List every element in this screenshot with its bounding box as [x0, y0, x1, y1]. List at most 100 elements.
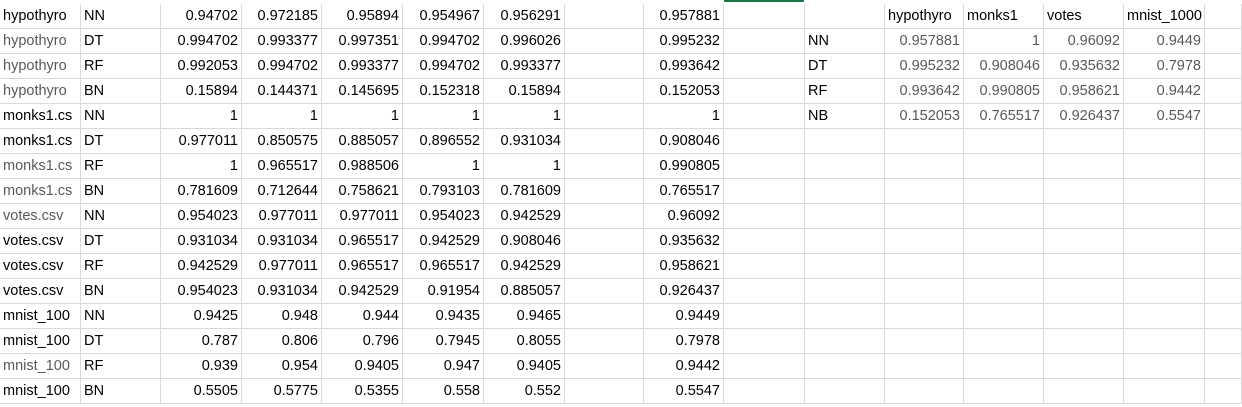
dataset-cell[interactable]: mnist_100: [0, 379, 81, 404]
method-cell[interactable]: BN: [81, 179, 161, 204]
fold-score-cell[interactable]: 0.908046: [484, 229, 565, 254]
cell[interactable]: [964, 254, 1044, 279]
fold-score-cell[interactable]: 0.781609: [161, 179, 242, 204]
cell[interactable]: [1205, 279, 1242, 304]
fold-score-cell[interactable]: 0.994702: [161, 29, 242, 54]
average-cell[interactable]: 0.96092: [644, 204, 724, 229]
cell[interactable]: [1044, 154, 1124, 179]
cell[interactable]: [1044, 204, 1124, 229]
cell[interactable]: [1044, 229, 1124, 254]
average-cell[interactable]: 0.908046: [644, 129, 724, 154]
fold-score-cell[interactable]: 0.7945: [403, 329, 484, 354]
cell[interactable]: [964, 179, 1044, 204]
fold-score-cell[interactable]: 0.997351: [322, 29, 403, 54]
fold-score-cell[interactable]: 0.942529: [403, 229, 484, 254]
cell[interactable]: [805, 154, 885, 179]
cell[interactable]: [724, 4, 805, 29]
dataset-cell[interactable]: mnist_100: [0, 329, 81, 354]
fold-score-cell[interactable]: 0.9405: [484, 354, 565, 379]
cell[interactable]: [724, 54, 805, 79]
fold-score-cell[interactable]: 0.993377: [322, 54, 403, 79]
fold-score-cell[interactable]: 0.91954: [403, 279, 484, 304]
cell[interactable]: [885, 179, 964, 204]
cell[interactable]: [805, 354, 885, 379]
cell[interactable]: [964, 304, 1044, 329]
cell[interactable]: [1205, 354, 1242, 379]
fold-score-cell[interactable]: 0.965517: [322, 229, 403, 254]
cell[interactable]: [1205, 104, 1242, 129]
cell[interactable]: [724, 204, 805, 229]
fold-score-cell[interactable]: 0.954967: [403, 4, 484, 29]
fold-score-cell[interactable]: 0.152318: [403, 79, 484, 104]
cell[interactable]: [964, 354, 1044, 379]
cell[interactable]: [724, 379, 805, 404]
fold-score-cell[interactable]: 1: [403, 154, 484, 179]
cell[interactable]: [565, 54, 644, 79]
fold-score-cell[interactable]: 0.931034: [242, 279, 322, 304]
fold-score-cell[interactable]: 0.939: [161, 354, 242, 379]
summary-value-cell[interactable]: 0.995232: [885, 54, 964, 79]
fold-score-cell[interactable]: 0.944: [322, 304, 403, 329]
fold-score-cell[interactable]: 0.9465: [484, 304, 565, 329]
summary-value-cell[interactable]: 0.5547: [1124, 104, 1205, 129]
method-cell[interactable]: BN: [81, 79, 161, 104]
cell[interactable]: [1044, 129, 1124, 154]
fold-score-cell[interactable]: 0.552: [484, 379, 565, 404]
summary-value-cell[interactable]: 0.152053: [885, 104, 964, 129]
cell[interactable]: [565, 304, 644, 329]
method-cell[interactable]: RF: [81, 154, 161, 179]
fold-score-cell[interactable]: 0.9425: [161, 304, 242, 329]
summary-value-cell[interactable]: 0.957881: [885, 29, 964, 54]
cell[interactable]: [565, 329, 644, 354]
average-cell[interactable]: 0.958621: [644, 254, 724, 279]
fold-score-cell[interactable]: 0.931034: [484, 129, 565, 154]
average-cell[interactable]: 0.957881: [644, 4, 724, 29]
cell[interactable]: [1044, 279, 1124, 304]
cell[interactable]: [1124, 279, 1205, 304]
summary-label-cell[interactable]: RF: [805, 79, 885, 104]
average-cell[interactable]: 0.993642: [644, 54, 724, 79]
cell[interactable]: [1124, 254, 1205, 279]
cell[interactable]: [1205, 79, 1242, 104]
average-cell[interactable]: 0.990805: [644, 154, 724, 179]
cell[interactable]: [1124, 154, 1205, 179]
cell[interactable]: [1205, 229, 1242, 254]
fold-score-cell[interactable]: 0.787: [161, 329, 242, 354]
fold-score-cell[interactable]: 0.712644: [242, 179, 322, 204]
cell[interactable]: [805, 4, 885, 29]
average-cell[interactable]: 0.995232: [644, 29, 724, 54]
cell[interactable]: [1124, 304, 1205, 329]
cell[interactable]: [1124, 129, 1205, 154]
fold-score-cell[interactable]: 0.993377: [242, 29, 322, 54]
dataset-cell[interactable]: monks1.cs: [0, 154, 81, 179]
cell[interactable]: [724, 154, 805, 179]
summary-value-cell[interactable]: 0.990805: [964, 79, 1044, 104]
cell[interactable]: [885, 254, 964, 279]
cell[interactable]: [964, 379, 1044, 404]
fold-score-cell[interactable]: 1: [484, 104, 565, 129]
cell[interactable]: [805, 304, 885, 329]
fold-score-cell[interactable]: 0.954023: [403, 204, 484, 229]
fold-score-cell[interactable]: 0.977011: [242, 204, 322, 229]
fold-score-cell[interactable]: 0.942529: [161, 254, 242, 279]
cell[interactable]: [724, 329, 805, 354]
fold-score-cell[interactable]: 0.996026: [484, 29, 565, 54]
cell[interactable]: [1044, 379, 1124, 404]
method-cell[interactable]: NN: [81, 4, 161, 29]
method-cell[interactable]: RF: [81, 54, 161, 79]
cell[interactable]: [1124, 354, 1205, 379]
fold-score-cell[interactable]: 0.885057: [322, 129, 403, 154]
summary-value-cell[interactable]: 0.7978: [1124, 54, 1205, 79]
cell[interactable]: [1205, 204, 1242, 229]
summary-value-cell[interactable]: 0.958621: [1044, 79, 1124, 104]
fold-score-cell[interactable]: 0.5355: [322, 379, 403, 404]
fold-score-cell[interactable]: 0.781609: [484, 179, 565, 204]
cell[interactable]: [565, 379, 644, 404]
fold-score-cell[interactable]: 0.977011: [242, 254, 322, 279]
fold-score-cell[interactable]: 0.977011: [161, 129, 242, 154]
cell[interactable]: [805, 279, 885, 304]
dataset-cell[interactable]: hypothyro: [0, 79, 81, 104]
cell[interactable]: [1124, 329, 1205, 354]
fold-score-cell[interactable]: 0.993377: [484, 54, 565, 79]
summary-value-cell[interactable]: 1: [964, 29, 1044, 54]
